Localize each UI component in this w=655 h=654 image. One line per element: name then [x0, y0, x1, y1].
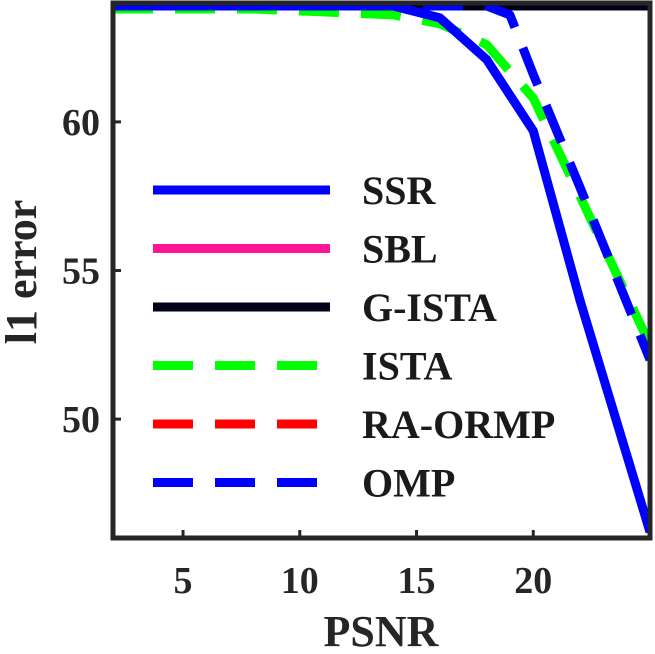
y-tick-label: 50 — [62, 399, 100, 441]
x-axis-label: PSNR — [324, 607, 440, 654]
series-line-ista — [113, 4, 650, 347]
x-tick-label: 15 — [398, 560, 436, 602]
legend-label-omp: OMP — [362, 461, 455, 506]
y-tick-label: 60 — [62, 102, 100, 144]
series-line-ssr — [113, 3, 650, 534]
series-layer — [113, 3, 650, 534]
y-tick-label: 55 — [62, 251, 100, 293]
y-axis-label: l1 error — [0, 200, 46, 345]
x-tick-label: 20 — [514, 560, 552, 602]
x-tick-label: 5 — [174, 560, 193, 602]
legend: SSR SBL G-ISTA ISTA RA-ORMP OMP — [153, 168, 555, 506]
legend-label-g-ista: G-ISTA — [362, 285, 497, 330]
x-tick-label: 10 — [281, 560, 319, 602]
series-line-omp — [113, 3, 650, 362]
legend-label-sbl: SBL — [362, 227, 438, 272]
legend-label-ra-ormp: RA-ORMP — [362, 402, 555, 447]
legend-label-ista: ISTA — [362, 344, 453, 389]
legend-label-ssr: SSR — [362, 168, 436, 213]
ticks-layer: 5 10 15 20 50 55 60 — [62, 102, 552, 602]
